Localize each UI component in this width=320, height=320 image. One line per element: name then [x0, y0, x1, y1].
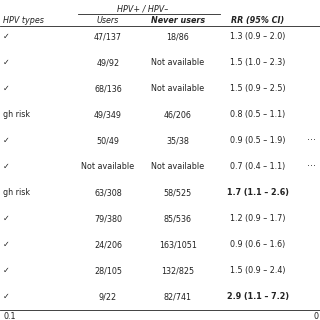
Text: Not available: Not available	[151, 58, 204, 67]
Text: 85/536: 85/536	[164, 214, 192, 223]
Text: 46/206: 46/206	[164, 110, 192, 119]
Text: ✓: ✓	[3, 266, 10, 275]
Text: ✓: ✓	[3, 136, 10, 145]
Text: ✓: ✓	[3, 58, 10, 67]
Text: ✓: ✓	[3, 292, 10, 301]
Text: 0: 0	[313, 312, 318, 320]
Text: 1.3 (0.9 – 2.0): 1.3 (0.9 – 2.0)	[230, 32, 286, 41]
Text: 1.7 (1.1 – 2.6): 1.7 (1.1 – 2.6)	[227, 188, 289, 197]
Text: 1.5 (1.0 – 2.3): 1.5 (1.0 – 2.3)	[230, 58, 286, 67]
Text: 35/38: 35/38	[167, 136, 189, 145]
Text: ✓: ✓	[3, 84, 10, 93]
Text: gh risk: gh risk	[3, 188, 30, 197]
Text: Users: Users	[97, 16, 119, 25]
Text: 68/136: 68/136	[94, 84, 122, 93]
Text: Not available: Not available	[81, 162, 135, 171]
Text: RR (95% CI): RR (95% CI)	[231, 16, 284, 25]
Text: 1.2 (0.9 – 1.7): 1.2 (0.9 – 1.7)	[230, 214, 286, 223]
Text: 1.5 (0.9 – 2.5): 1.5 (0.9 – 2.5)	[230, 84, 286, 93]
Text: ✓: ✓	[3, 240, 10, 249]
Text: Not available: Not available	[151, 162, 204, 171]
Text: 9/22: 9/22	[99, 292, 117, 301]
Text: Never users: Never users	[151, 16, 205, 25]
Text: ···: ···	[308, 136, 316, 145]
Text: HPV+ / HPV–: HPV+ / HPV–	[117, 5, 169, 14]
Text: ✓: ✓	[3, 162, 10, 171]
Text: 79/380: 79/380	[94, 214, 122, 223]
Text: 28/105: 28/105	[94, 266, 122, 275]
Text: 132/825: 132/825	[161, 266, 195, 275]
Text: 24/206: 24/206	[94, 240, 122, 249]
Text: 49/92: 49/92	[96, 58, 120, 67]
Text: 0.9 (0.5 – 1.9): 0.9 (0.5 – 1.9)	[230, 136, 286, 145]
Text: 0.7 (0.4 – 1.1): 0.7 (0.4 – 1.1)	[230, 162, 286, 171]
Text: 0.1: 0.1	[3, 312, 15, 320]
Text: 63/308: 63/308	[94, 188, 122, 197]
Text: ✓: ✓	[3, 32, 10, 41]
Text: 0.8 (0.5 – 1.1): 0.8 (0.5 – 1.1)	[230, 110, 286, 119]
Text: ···: ···	[308, 162, 316, 171]
Text: 49/349: 49/349	[94, 110, 122, 119]
Text: 0.9 (0.6 – 1.6): 0.9 (0.6 – 1.6)	[230, 240, 286, 249]
Text: 58/525: 58/525	[164, 188, 192, 197]
Text: 163/1051: 163/1051	[159, 240, 197, 249]
Text: 47/137: 47/137	[94, 32, 122, 41]
Text: 50/49: 50/49	[97, 136, 119, 145]
Text: 18/86: 18/86	[167, 32, 189, 41]
Text: 2.9 (1.1 – 7.2): 2.9 (1.1 – 7.2)	[227, 292, 289, 301]
Text: HPV types: HPV types	[3, 16, 44, 25]
Text: gh risk: gh risk	[3, 110, 30, 119]
Text: ✓: ✓	[3, 214, 10, 223]
Text: 82/741: 82/741	[164, 292, 192, 301]
Text: Not available: Not available	[151, 84, 204, 93]
Text: 1.5 (0.9 – 2.4): 1.5 (0.9 – 2.4)	[230, 266, 286, 275]
